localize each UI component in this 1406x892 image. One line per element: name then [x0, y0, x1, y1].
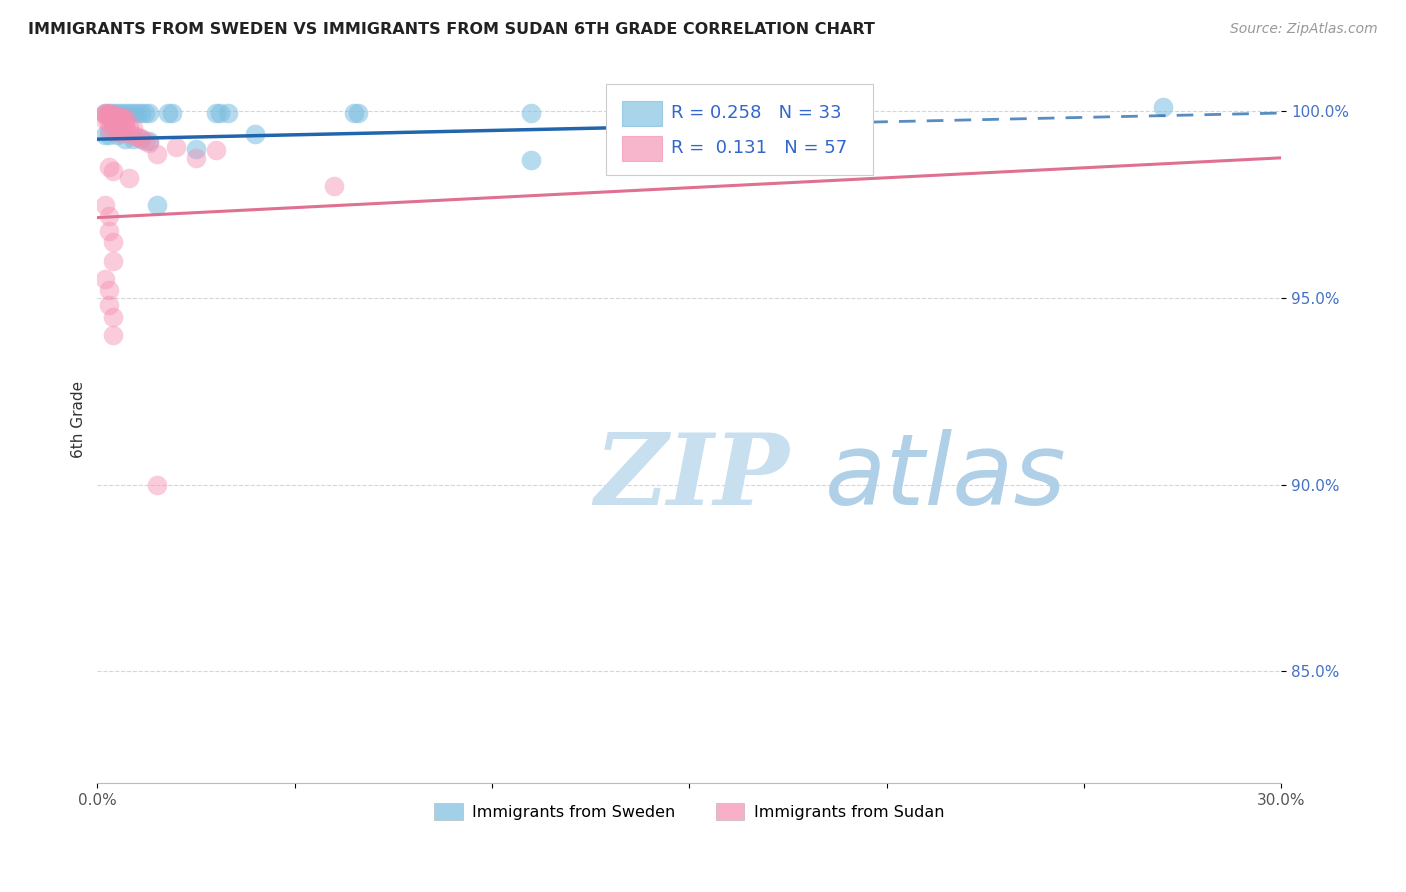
- Point: [101, 110, 124, 124]
- Point: [121, 106, 143, 120]
- Point: [98, 128, 121, 143]
- Point: [204, 144, 226, 158]
- Point: [125, 106, 148, 120]
- FancyBboxPatch shape: [606, 84, 873, 176]
- FancyBboxPatch shape: [621, 101, 662, 126]
- Point: [110, 117, 132, 131]
- Point: [101, 310, 124, 324]
- Point: [98, 284, 121, 298]
- Point: [110, 126, 132, 140]
- Point: [243, 127, 266, 141]
- Point: [121, 132, 143, 146]
- Point: [101, 164, 124, 178]
- Text: IMMIGRANTS FROM SWEDEN VS IMMIGRANTS FROM SUDAN 6TH GRADE CORRELATION CHART: IMMIGRANTS FROM SWEDEN VS IMMIGRANTS FRO…: [28, 22, 875, 37]
- Point: [118, 120, 141, 134]
- Point: [184, 151, 207, 165]
- Point: [105, 125, 128, 139]
- Point: [98, 106, 121, 120]
- Point: [101, 253, 124, 268]
- Point: [118, 128, 141, 142]
- Point: [323, 178, 346, 193]
- Point: [94, 107, 117, 121]
- Point: [118, 106, 141, 120]
- Point: [129, 132, 152, 146]
- Point: [138, 106, 160, 120]
- Point: [114, 119, 136, 133]
- Point: [101, 108, 124, 122]
- Point: [98, 114, 121, 128]
- Point: [101, 106, 124, 120]
- Point: [157, 106, 180, 120]
- Point: [134, 134, 156, 148]
- Point: [101, 115, 124, 129]
- Point: [98, 108, 121, 122]
- Point: [105, 116, 128, 130]
- Point: [98, 224, 121, 238]
- Point: [520, 106, 543, 120]
- Point: [98, 106, 121, 120]
- Point: [114, 132, 136, 146]
- Point: [121, 128, 143, 143]
- FancyBboxPatch shape: [621, 136, 662, 161]
- Point: [343, 106, 366, 120]
- Point: [101, 123, 124, 137]
- Point: [94, 106, 117, 120]
- Text: Source: ZipAtlas.com: Source: ZipAtlas.com: [1230, 22, 1378, 37]
- Point: [121, 120, 143, 135]
- Point: [101, 235, 124, 249]
- Point: [101, 114, 124, 128]
- Point: [94, 108, 117, 122]
- Point: [129, 131, 152, 145]
- Point: [110, 106, 132, 120]
- Point: [138, 136, 160, 150]
- Point: [145, 147, 167, 161]
- Point: [105, 109, 128, 123]
- Point: [105, 106, 128, 120]
- Point: [138, 134, 160, 148]
- Point: [184, 141, 207, 155]
- Point: [101, 109, 124, 123]
- Point: [717, 149, 740, 163]
- Point: [204, 106, 226, 120]
- Point: [114, 106, 136, 120]
- Point: [98, 298, 121, 312]
- Point: [94, 272, 117, 286]
- Point: [145, 197, 167, 211]
- Point: [162, 106, 184, 120]
- Point: [114, 111, 136, 125]
- Point: [105, 128, 128, 143]
- Point: [98, 160, 121, 174]
- Point: [94, 113, 117, 128]
- Point: [114, 112, 136, 126]
- Point: [114, 118, 136, 132]
- Point: [520, 153, 543, 167]
- Text: R = 0.258   N = 33: R = 0.258 N = 33: [672, 103, 842, 121]
- Point: [1152, 100, 1174, 114]
- Y-axis label: 6th Grade: 6th Grade: [72, 381, 86, 458]
- Point: [105, 110, 128, 124]
- Point: [101, 328, 124, 343]
- Point: [98, 123, 121, 137]
- Point: [98, 209, 121, 223]
- Point: [98, 109, 121, 123]
- Point: [118, 171, 141, 186]
- Text: ZIP: ZIP: [595, 429, 790, 525]
- Point: [165, 139, 187, 153]
- Text: R =  0.131   N = 57: R = 0.131 N = 57: [672, 138, 848, 157]
- Point: [125, 129, 148, 144]
- Point: [217, 106, 239, 120]
- Point: [94, 128, 117, 143]
- Point: [110, 110, 132, 124]
- Point: [208, 106, 231, 120]
- Point: [129, 106, 152, 120]
- Point: [110, 111, 132, 125]
- Point: [346, 106, 368, 120]
- Text: atlas: atlas: [825, 429, 1067, 526]
- Legend: Immigrants from Sweden, Immigrants from Sudan: Immigrants from Sweden, Immigrants from …: [427, 797, 950, 826]
- Point: [134, 106, 156, 120]
- Point: [145, 477, 167, 491]
- Point: [94, 197, 117, 211]
- Point: [98, 107, 121, 121]
- Point: [94, 106, 117, 120]
